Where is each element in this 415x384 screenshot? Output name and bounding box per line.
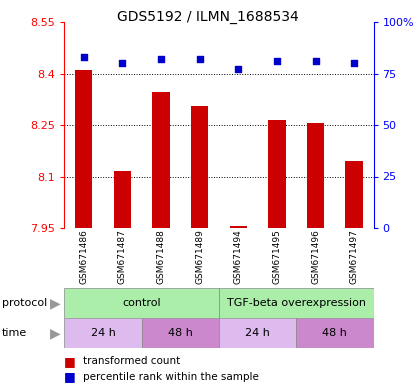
- Text: GSM671489: GSM671489: [195, 229, 204, 284]
- Point: [196, 56, 203, 62]
- Bar: [114, 171, 131, 228]
- Bar: [191, 106, 208, 228]
- Bar: [307, 123, 324, 228]
- Text: 48 h: 48 h: [322, 328, 347, 338]
- Text: ▶: ▶: [49, 326, 60, 340]
- Bar: [268, 120, 286, 228]
- Text: control: control: [122, 298, 161, 308]
- Text: GDS5192 / ILMN_1688534: GDS5192 / ILMN_1688534: [117, 10, 298, 23]
- Text: GSM671486: GSM671486: [79, 229, 88, 284]
- Bar: [64, 288, 219, 318]
- Point: [81, 54, 87, 60]
- Text: 48 h: 48 h: [168, 328, 193, 338]
- Bar: [345, 161, 363, 228]
- Text: GSM671494: GSM671494: [234, 229, 243, 284]
- Bar: [219, 318, 296, 348]
- Text: GSM671487: GSM671487: [118, 229, 127, 284]
- Point: [158, 56, 164, 62]
- Text: TGF-beta overexpression: TGF-beta overexpression: [227, 298, 366, 308]
- Bar: [75, 70, 93, 228]
- Text: GSM671497: GSM671497: [350, 229, 359, 284]
- Bar: [229, 225, 247, 228]
- Point: [235, 66, 242, 73]
- Text: ■: ■: [64, 370, 76, 383]
- Bar: [152, 93, 170, 228]
- Point: [119, 60, 126, 66]
- Text: percentile rank within the sample: percentile rank within the sample: [83, 372, 259, 382]
- Text: GSM671488: GSM671488: [156, 229, 166, 284]
- Text: ■: ■: [64, 355, 76, 368]
- Text: 24 h: 24 h: [245, 328, 270, 338]
- Text: GSM671496: GSM671496: [311, 229, 320, 284]
- Text: 24 h: 24 h: [90, 328, 115, 338]
- Bar: [64, 318, 142, 348]
- Text: ▶: ▶: [49, 296, 60, 310]
- Text: protocol: protocol: [2, 298, 47, 308]
- Bar: [296, 318, 374, 348]
- Text: GSM671495: GSM671495: [272, 229, 281, 284]
- Point: [312, 58, 319, 64]
- Point: [351, 60, 357, 66]
- Text: transformed count: transformed count: [83, 356, 180, 366]
- Text: time: time: [2, 328, 27, 338]
- Bar: [142, 318, 219, 348]
- Bar: [219, 288, 374, 318]
- Point: [273, 58, 280, 64]
